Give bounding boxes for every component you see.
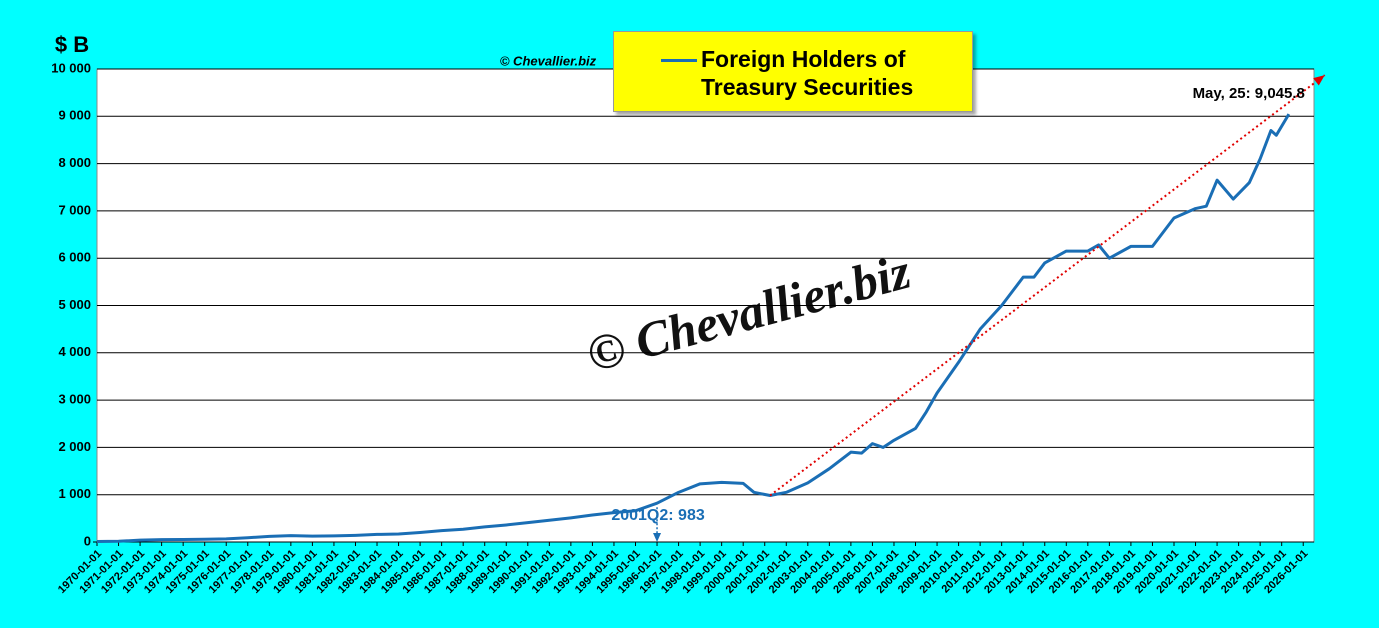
annotation-arrowhead <box>653 533 662 542</box>
source-label: © Chevallier.biz <box>500 53 597 68</box>
y-tick-label: 2 000 <box>58 439 91 454</box>
y-tick-label: 0 <box>84 533 91 548</box>
y-tick-label: 9 000 <box>58 108 91 123</box>
series-line <box>96 113 1291 544</box>
annotation: May, 25: 9,045.8 <box>1193 85 1305 102</box>
y-tick-label: 1 000 <box>58 486 91 501</box>
y-tick-label: 7 000 <box>58 202 91 217</box>
legend: Foreign Holders of Treasury Securities <box>613 31 973 112</box>
y-tick-label: 8 000 <box>58 155 91 170</box>
legend-swatch <box>661 59 697 62</box>
y-tick-label: 6 000 <box>58 250 91 265</box>
y-tick-label: 10 000 <box>51 60 91 75</box>
legend-label: Foreign Holders of Treasury Securities <box>701 46 914 100</box>
trend-arrowhead <box>1313 75 1325 86</box>
y-tick-label: 4 000 <box>58 344 91 359</box>
y-tick-label: 5 000 <box>58 297 91 312</box>
annotation: 2001Q2: 983 <box>611 507 705 524</box>
y-tick-label: 3 000 <box>58 392 91 407</box>
y-unit-label: $ B <box>55 32 89 57</box>
trend-line <box>769 74 1326 497</box>
